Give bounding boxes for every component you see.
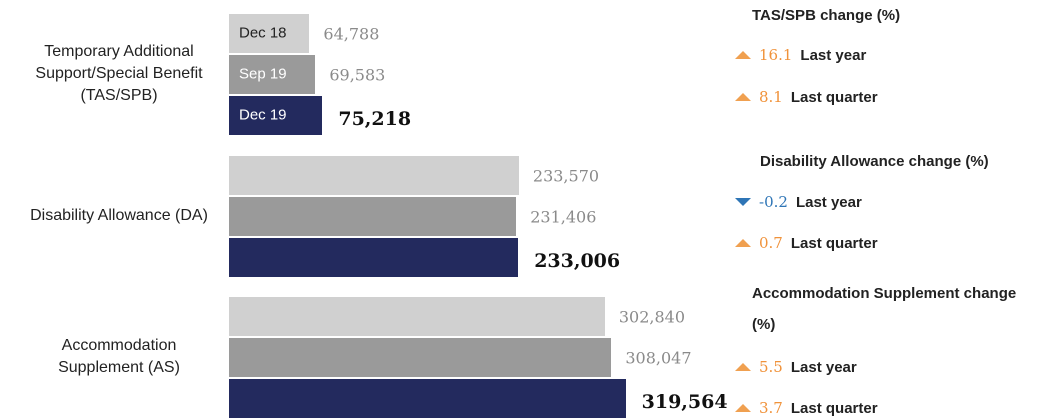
change-label: Last quarter bbox=[790, 234, 878, 252]
change-value: 16.1 bbox=[759, 46, 793, 64]
value-label: 69,583 bbox=[329, 65, 386, 85]
change-arrow bbox=[735, 363, 751, 371]
change-title: TAS/SPB change (%) bbox=[752, 7, 901, 24]
value-label: 319,564 bbox=[641, 391, 728, 413]
change-value: 8.1 bbox=[759, 88, 783, 106]
value-label: 233,570 bbox=[532, 166, 600, 186]
change-label: Last quarter bbox=[790, 399, 878, 417]
change-value: 5.5 bbox=[759, 358, 783, 376]
change-title: Disability Allowance change (%) bbox=[760, 153, 989, 170]
change-label: Last year bbox=[790, 358, 857, 376]
change-label: Last quarter bbox=[790, 88, 878, 106]
bar bbox=[229, 338, 612, 377]
legend-label: Dec 18 bbox=[239, 24, 287, 42]
change-item: 5.5 Last year bbox=[735, 358, 857, 376]
change-item: 0.7 Last quarter bbox=[735, 234, 878, 252]
bar bbox=[229, 238, 519, 277]
value-label: 308,047 bbox=[625, 348, 692, 368]
bar bbox=[229, 14, 310, 53]
bar bbox=[229, 379, 626, 418]
change-item: 3.7 Last quarter bbox=[735, 399, 878, 417]
legend-label: Dec 19 bbox=[239, 106, 287, 124]
change-value: 0.7 bbox=[759, 234, 783, 252]
change-arrow bbox=[735, 404, 751, 412]
value-label: 75,218 bbox=[338, 108, 412, 130]
change-item: -0.2 Last year bbox=[735, 193, 862, 211]
category-label: Temporary Additional Support/Special Ben… bbox=[35, 43, 203, 104]
category-label: Accommodation Supplement (AS) bbox=[58, 337, 180, 376]
legend-label: Sep 19 bbox=[239, 65, 287, 83]
change-title: Accommodation Supplement change (%) bbox=[752, 285, 1017, 333]
category-label: Disability Allowance (DA) bbox=[30, 207, 208, 224]
change-item: 8.1 Last quarter bbox=[735, 88, 878, 106]
bar bbox=[229, 55, 316, 94]
bar bbox=[229, 156, 519, 195]
change-label: Last year bbox=[800, 46, 867, 64]
value-label: 233,006 bbox=[534, 250, 621, 272]
value-label: 231,406 bbox=[530, 207, 597, 227]
bar bbox=[229, 297, 605, 336]
change-arrow bbox=[735, 239, 751, 247]
value-label: 302,840 bbox=[618, 307, 686, 327]
change-arrow bbox=[735, 93, 751, 101]
change-item: 16.1 Last year bbox=[735, 46, 866, 64]
bar bbox=[229, 197, 517, 236]
change-label: Last year bbox=[795, 193, 862, 211]
bar bbox=[229, 96, 323, 135]
change-arrow bbox=[735, 51, 751, 59]
value-label: 64,788 bbox=[323, 24, 380, 44]
change-value: 3.7 bbox=[759, 399, 783, 417]
change-arrow bbox=[735, 198, 751, 206]
change-value: -0.2 bbox=[759, 193, 788, 211]
